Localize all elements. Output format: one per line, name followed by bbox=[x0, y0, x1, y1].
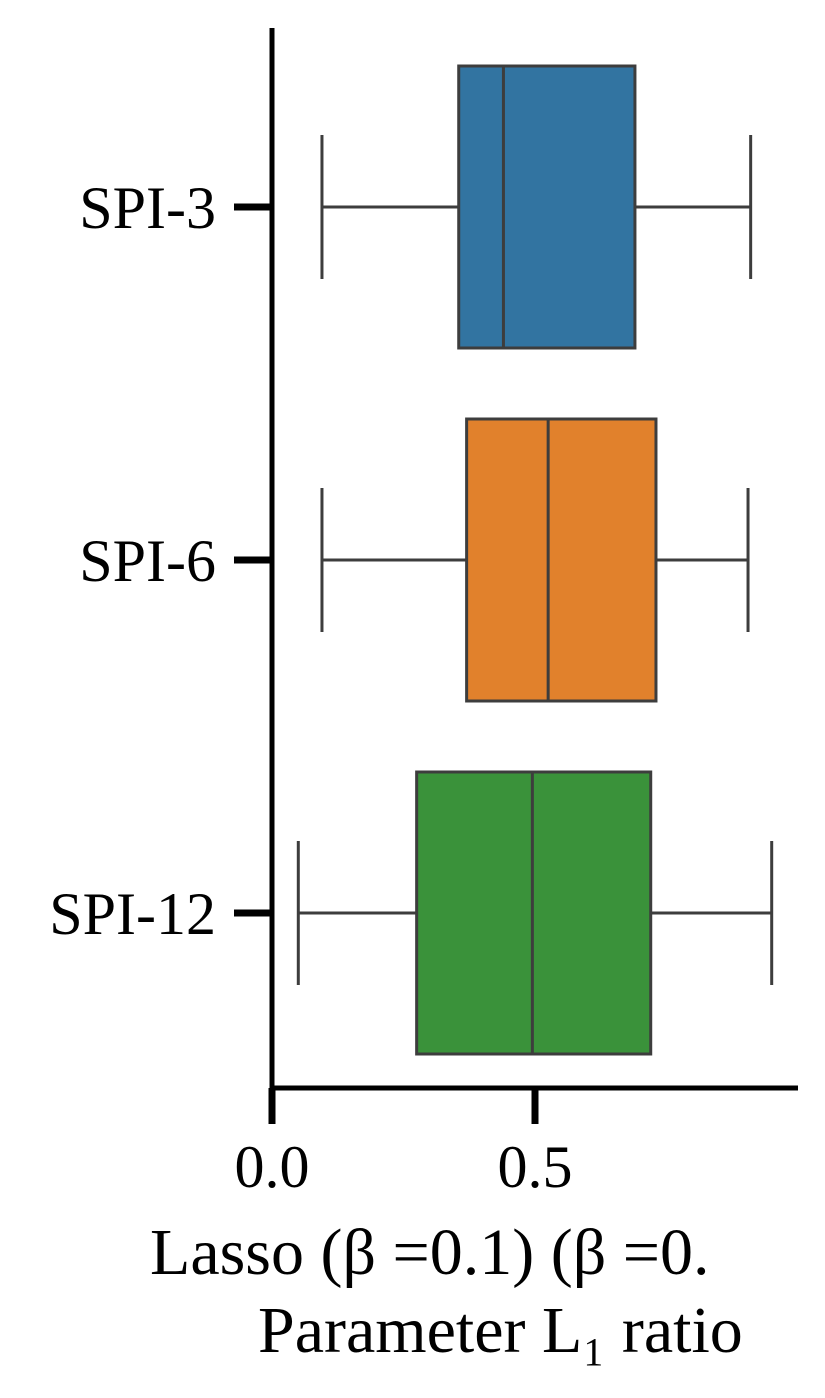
x-ticks: 0.0 0.5 bbox=[235, 1088, 573, 1200]
x-axis-title-line2: Parameter L₁ ratio bbox=[258, 1294, 743, 1367]
iqr-box-spi-6 bbox=[465, 417, 658, 703]
x-axis-title-line1: Lasso (β =0.1) (β =0. bbox=[150, 1216, 710, 1289]
iqr-box-spi-3 bbox=[457, 64, 637, 350]
box-spi-12 bbox=[296, 770, 774, 1056]
x-tick-label-1: 0.5 bbox=[498, 1134, 573, 1200]
y-tick-label-spi-12: SPI-12 bbox=[49, 881, 216, 947]
box-series bbox=[296, 64, 774, 1056]
y-tick-label-spi-3: SPI-3 bbox=[79, 175, 216, 241]
x-tick-label-0: 0.0 bbox=[235, 1134, 310, 1200]
y-tick-label-spi-6: SPI-6 bbox=[79, 528, 216, 594]
box-spi-6 bbox=[320, 417, 750, 703]
y-ticks: SPI-3 SPI-6 SPI-12 bbox=[49, 175, 272, 947]
box-spi-3 bbox=[320, 64, 753, 350]
